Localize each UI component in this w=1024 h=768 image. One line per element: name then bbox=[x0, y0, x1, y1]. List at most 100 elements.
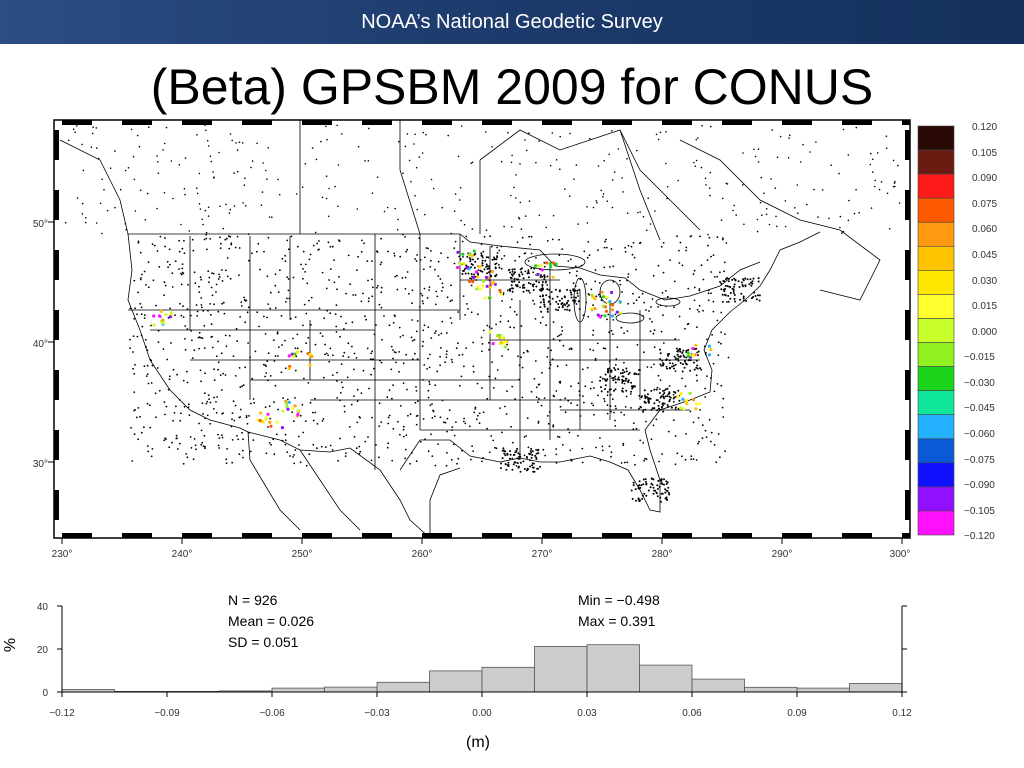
station-point bbox=[466, 303, 468, 305]
station-point bbox=[390, 345, 393, 348]
lake-ontario bbox=[655, 297, 681, 307]
station-point bbox=[295, 355, 298, 358]
station-point bbox=[650, 477, 653, 480]
station-point bbox=[504, 454, 507, 457]
station-point bbox=[427, 396, 430, 399]
map-x-tick: 280° bbox=[652, 549, 673, 560]
station-point bbox=[156, 250, 159, 252]
station-point bbox=[577, 300, 580, 303]
station-point bbox=[482, 457, 484, 459]
station-point bbox=[205, 234, 207, 236]
histogram-bars bbox=[61, 644, 903, 693]
station-point bbox=[415, 460, 418, 463]
station-point-colored bbox=[676, 395, 680, 399]
station-point bbox=[246, 311, 249, 314]
station-point bbox=[355, 447, 358, 450]
station-point bbox=[235, 142, 237, 144]
station-point bbox=[847, 154, 850, 156]
station-point bbox=[634, 488, 637, 491]
station-point bbox=[511, 226, 513, 228]
station-point bbox=[779, 135, 782, 138]
station-point bbox=[802, 143, 804, 146]
station-point bbox=[696, 379, 698, 382]
station-point bbox=[665, 358, 668, 361]
station-point bbox=[543, 261, 546, 264]
station-point bbox=[139, 251, 142, 254]
station-point bbox=[143, 314, 146, 316]
station-point bbox=[516, 278, 519, 281]
station-point bbox=[712, 300, 715, 303]
station-point bbox=[260, 204, 263, 206]
station-point bbox=[557, 309, 560, 312]
station-point bbox=[642, 483, 645, 486]
station-point bbox=[645, 458, 648, 461]
station-point bbox=[284, 433, 287, 436]
station-point bbox=[470, 162, 473, 164]
station-point bbox=[627, 302, 630, 305]
station-point bbox=[640, 484, 643, 487]
station-point bbox=[509, 289, 512, 292]
station-point bbox=[574, 296, 577, 299]
station-point bbox=[399, 405, 402, 407]
station-point bbox=[267, 303, 270, 305]
station-point bbox=[641, 292, 644, 295]
station-point-colored bbox=[540, 268, 544, 272]
station-point bbox=[642, 409, 645, 411]
station-point bbox=[210, 160, 213, 163]
station-point bbox=[639, 486, 642, 489]
station-point bbox=[666, 395, 669, 397]
station-point bbox=[483, 268, 486, 271]
station-point bbox=[388, 414, 391, 417]
colorbar-label: 0.075 bbox=[972, 199, 997, 210]
station-point bbox=[710, 292, 712, 295]
station-point bbox=[652, 332, 655, 335]
station-point bbox=[511, 385, 514, 388]
station-point bbox=[441, 320, 444, 323]
station-point bbox=[167, 266, 170, 269]
station-point bbox=[81, 213, 84, 215]
station-point bbox=[248, 415, 250, 417]
station-point-colored bbox=[485, 284, 489, 288]
station-point bbox=[436, 295, 439, 298]
station-point bbox=[352, 294, 355, 296]
station-point bbox=[500, 258, 503, 260]
station-point bbox=[662, 393, 665, 396]
station-point bbox=[404, 276, 407, 279]
station-point bbox=[702, 278, 705, 281]
station-point bbox=[423, 364, 426, 366]
station-point bbox=[630, 489, 633, 492]
station-point bbox=[473, 253, 476, 256]
border-tick bbox=[842, 120, 872, 125]
station-point bbox=[371, 416, 373, 419]
station-point bbox=[527, 350, 529, 353]
station-point bbox=[657, 138, 660, 141]
station-point bbox=[643, 492, 646, 495]
station-point bbox=[334, 185, 336, 188]
station-point bbox=[206, 248, 208, 251]
station-point bbox=[314, 397, 316, 400]
border-tick bbox=[662, 533, 692, 538]
station-point bbox=[486, 272, 489, 275]
station-point bbox=[617, 368, 620, 371]
station-point bbox=[194, 444, 197, 447]
station-point bbox=[657, 306, 659, 308]
station-point bbox=[387, 416, 390, 419]
station-point bbox=[477, 313, 479, 316]
station-point bbox=[520, 325, 523, 327]
station-point bbox=[592, 304, 594, 307]
station-point bbox=[184, 338, 186, 340]
station-point bbox=[201, 306, 203, 309]
station-point bbox=[624, 379, 627, 382]
station-point bbox=[415, 166, 418, 169]
station-point bbox=[419, 441, 422, 443]
station-point bbox=[220, 389, 223, 391]
colorbar-swatch bbox=[917, 197, 955, 223]
station-point bbox=[563, 295, 566, 298]
station-point bbox=[664, 488, 667, 491]
station-point bbox=[661, 453, 663, 455]
station-point bbox=[167, 388, 170, 391]
station-point bbox=[211, 294, 214, 297]
station-point bbox=[702, 309, 704, 312]
station-point bbox=[515, 174, 517, 176]
station-point bbox=[281, 344, 283, 346]
